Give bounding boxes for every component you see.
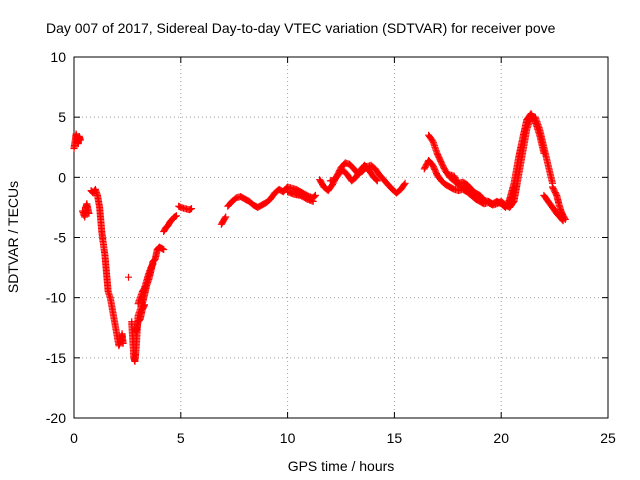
data-point <box>188 205 195 213</box>
data-point <box>401 179 409 187</box>
data-point <box>466 189 474 197</box>
data-point <box>119 339 127 347</box>
y-tick-label: 5 <box>58 109 66 125</box>
x-tick-label: 0 <box>70 430 78 446</box>
axis-ticks: 0 5 10 15 20 25 10 5 0 -5 -10 -15 -20 <box>46 49 616 446</box>
x-tick-label: 15 <box>387 430 403 446</box>
data-points <box>70 110 569 365</box>
data-point <box>310 193 318 201</box>
data-point <box>160 246 168 253</box>
y-tick-label: -10 <box>46 290 66 306</box>
data-point <box>222 213 230 221</box>
chart-title: Day 007 of 2017, Sidereal Day-to-day VTE… <box>46 20 556 36</box>
data-point <box>467 190 475 198</box>
x-axis-label: GPS time / hours <box>288 458 395 474</box>
data-point <box>540 149 548 157</box>
y-tick-label: -20 <box>46 410 66 426</box>
x-tick-label: 20 <box>493 430 509 446</box>
x-tick-label: 10 <box>280 430 296 446</box>
y-tick-label: 0 <box>58 169 66 185</box>
x-tick-label: 25 <box>600 430 616 446</box>
data-point <box>148 261 156 269</box>
data-point <box>311 192 319 200</box>
grid-lines <box>74 57 608 418</box>
data-point <box>105 291 113 299</box>
data-point <box>373 176 380 184</box>
x-tick-label: 5 <box>177 430 185 446</box>
data-point <box>561 214 569 222</box>
data-point <box>309 197 317 205</box>
y-tick-label: -15 <box>46 350 66 366</box>
data-point <box>373 177 381 185</box>
data-point <box>76 136 84 144</box>
data-point <box>85 209 93 217</box>
data-point <box>173 212 180 220</box>
data-point <box>311 191 319 199</box>
data-point <box>125 273 132 281</box>
y-axis-label: SDTVAR / TECUs <box>5 181 21 293</box>
data-point <box>221 214 229 222</box>
data-point <box>141 301 148 309</box>
data-point <box>400 181 408 189</box>
y-tick-label: -5 <box>54 230 67 246</box>
data-point <box>149 260 157 268</box>
data-point <box>561 215 569 223</box>
y-tick-label: 10 <box>50 49 66 65</box>
